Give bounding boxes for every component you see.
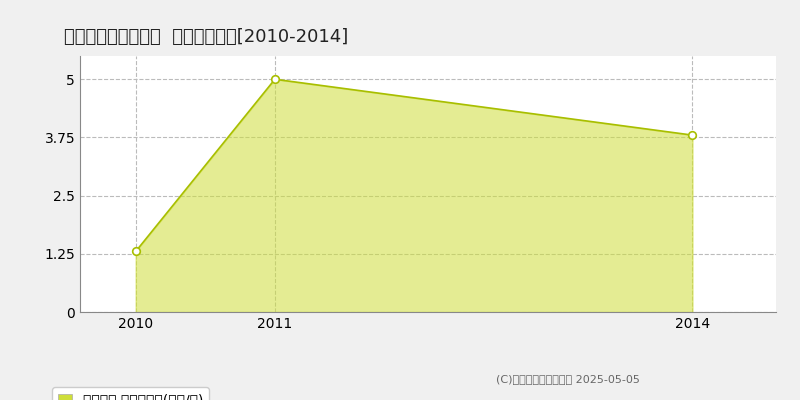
Text: (C)土地価格ドットコム 2025-05-05: (C)土地価格ドットコム 2025-05-05 <box>496 374 640 384</box>
Text: 幌泉郡えりも町本町  土地価格推移[2010-2014]: 幌泉郡えりも町本町 土地価格推移[2010-2014] <box>64 28 348 46</box>
Point <box>130 248 142 255</box>
Point <box>686 132 699 138</box>
Legend: 土地価格 平均坪単価(万円/坪): 土地価格 平均坪単価(万円/坪) <box>52 388 209 400</box>
Point <box>269 76 282 82</box>
